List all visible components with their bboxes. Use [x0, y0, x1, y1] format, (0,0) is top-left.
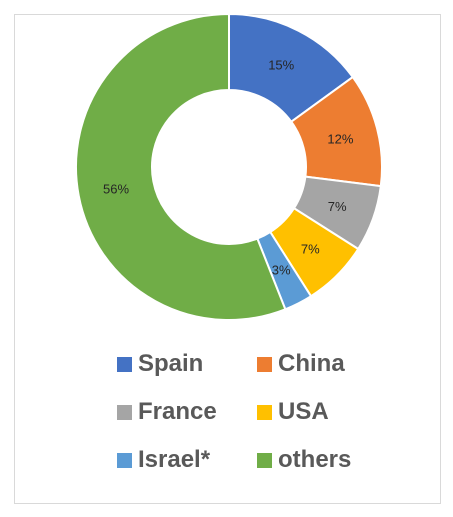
legend-item-israel: Israel* — [117, 438, 210, 482]
data-label-usa: 7% — [301, 241, 320, 256]
legend-item-others: others — [257, 438, 351, 482]
legend-label-china: China — [278, 350, 345, 377]
legend-item-spain: Spain — [117, 342, 203, 386]
legend-label-spain: Spain — [138, 350, 204, 377]
data-label-israel: 3% — [272, 262, 291, 277]
donut-slice-others — [75, 12, 287, 321]
legend-item-france: France — [117, 390, 217, 434]
legend-swatch-israel — [117, 452, 132, 468]
legend-swatch-usa — [257, 404, 272, 420]
data-label-spain: 15% — [268, 58, 294, 73]
legend-item-usa: USA — [257, 390, 329, 434]
legend-item-china: China — [257, 342, 345, 386]
data-label-china: 12% — [327, 131, 353, 146]
legend-swatch-france — [117, 404, 132, 420]
legend-swatch-others — [257, 452, 272, 468]
legend-label-israel: Israel* — [138, 446, 211, 473]
data-label-others: 56% — [103, 182, 129, 197]
legend-swatch-spain — [117, 356, 132, 372]
legend-swatch-china — [257, 356, 272, 372]
data-label-france: 7% — [328, 199, 347, 214]
legend-label-others: others — [278, 446, 352, 473]
legend-label-usa: USA — [278, 398, 329, 425]
legend-label-france: France — [138, 398, 217, 425]
